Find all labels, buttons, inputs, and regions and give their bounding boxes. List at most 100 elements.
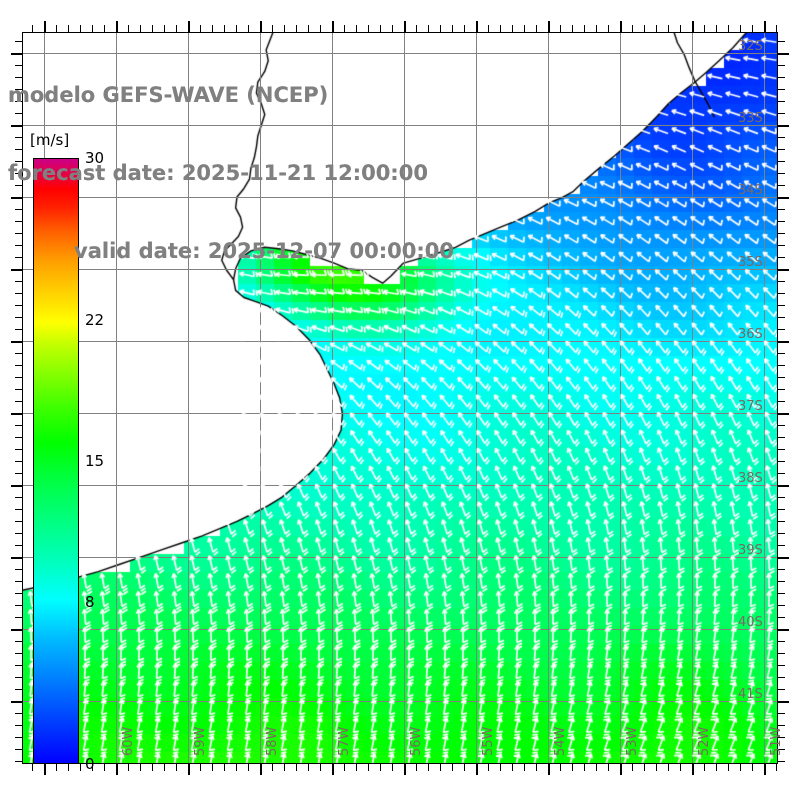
tick-left [15,449,22,450]
tick-left [15,389,22,390]
tick-bottom [668,764,669,771]
tick-bottom [32,764,33,771]
tick-left [15,461,22,462]
lat-label-35S: 35S [738,255,763,270]
tick-left [15,185,22,186]
lon-label-58W: 58W [265,726,280,756]
tick-top [704,25,705,32]
tick-left [15,221,22,222]
tick-bottom [152,764,153,771]
tick-left [15,761,22,762]
tick-left [15,749,22,750]
tick-left [15,149,22,150]
tick-bottom [728,764,729,771]
tick-top [416,25,417,32]
tick-left [15,713,22,714]
tick-left [11,125,22,127]
tick-top [284,25,285,32]
tick-top [764,21,766,32]
tick-top [44,21,46,32]
tick-left [15,377,22,378]
tick-bottom [560,764,561,771]
tick-top [428,25,429,32]
tick-bottom [548,764,550,775]
tick-left [11,413,22,415]
tick-bottom [656,764,657,771]
tick-right [778,569,785,570]
tick-right [778,149,785,150]
tick-left [15,737,22,738]
lon-label-51W: 51W [769,726,784,756]
tick-left [15,305,22,306]
tick-top [464,25,465,32]
tick-top [320,25,321,32]
tick-top [596,25,597,32]
tick-top [500,25,501,32]
colorbar-label-30: 30 [85,149,105,167]
lon-label-57W: 57W [337,726,352,756]
tick-top [572,25,573,32]
tick-right [778,497,785,498]
tick-top [548,21,550,32]
tick-right [778,533,785,534]
tick-top [68,25,69,32]
lat-label-36S: 36S [738,327,763,342]
tick-right [778,737,785,738]
tick-left [15,293,22,294]
tick-bottom [296,764,297,771]
tick-top [776,25,777,32]
lon-label-52W: 52W [697,726,712,756]
tick-top [380,25,381,32]
tick-right [778,341,789,343]
tick-left [11,341,22,343]
tick-left [15,173,22,174]
tick-left [15,521,22,522]
tick-right [778,245,785,246]
tick-right [778,617,785,618]
tick-bottom [692,764,694,775]
tick-top [560,25,561,32]
tick-left [15,545,22,546]
tick-top [620,21,622,32]
tick-bottom [380,764,381,771]
tick-right [778,545,785,546]
tick-left [15,425,22,426]
tick-left [11,701,22,703]
tick-left [15,605,22,606]
tick-top [740,25,741,32]
colorbar-label-8: 8 [85,593,95,612]
tick-right [778,233,785,234]
tick-bottom [260,764,262,775]
colorbar-gradient [33,158,79,764]
tick-bottom [68,764,69,771]
tick-top [656,25,657,32]
tick-left [15,329,22,330]
tick-bottom [716,764,717,771]
tick-right [778,689,785,690]
tick-bottom [476,764,478,775]
lat-label-37S: 37S [738,399,763,414]
tick-left [15,41,22,42]
tick-left [15,353,22,354]
tick-right [778,293,785,294]
tick-top [608,25,609,32]
tick-top [200,25,201,32]
tick-top [344,25,345,32]
tick-right [778,221,785,222]
tick-right [778,281,785,282]
tick-left [15,725,22,726]
lon-label-53W: 53W [625,726,640,756]
tick-top [212,25,213,32]
tick-left [15,665,22,666]
tick-right [778,53,789,55]
tick-bottom [740,764,741,771]
colorbar-unit-label: [m/s] [30,131,70,149]
tick-right [778,317,785,318]
tick-bottom [356,764,357,771]
tick-top [248,25,249,32]
tick-right [778,437,785,438]
tick-bottom [284,764,285,771]
tick-bottom [572,764,573,771]
lat-label-41S: 41S [738,687,763,702]
tick-top [308,25,309,32]
